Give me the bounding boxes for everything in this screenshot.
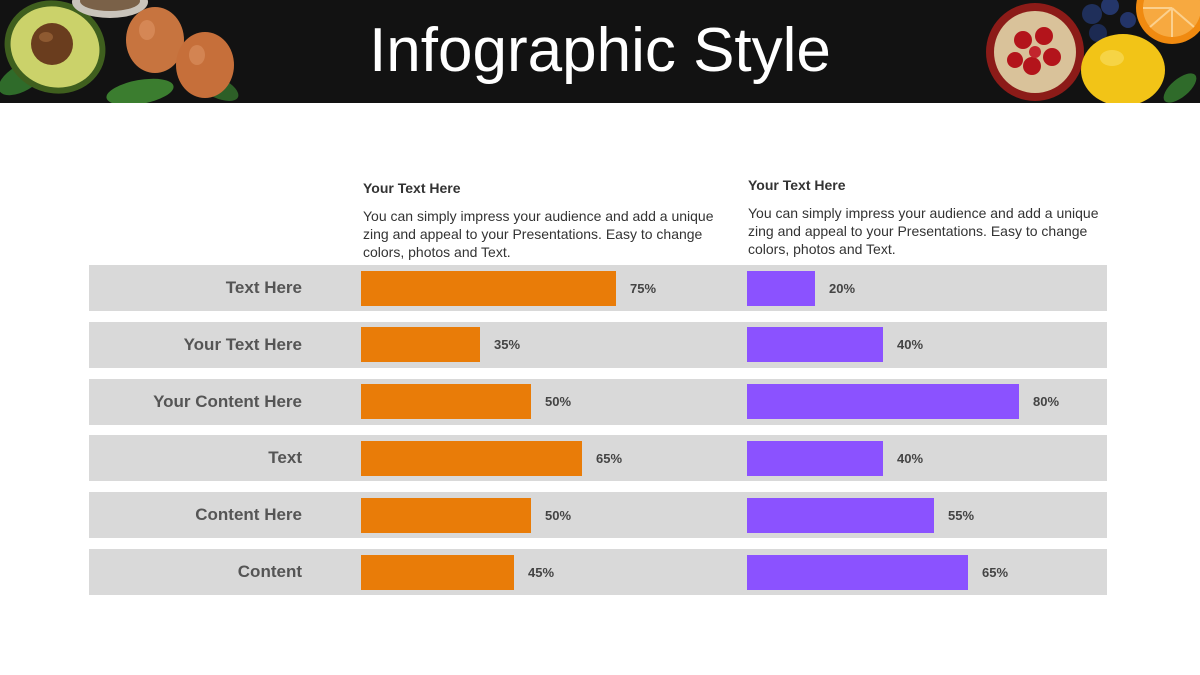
header-banner: Infographic Style bbox=[0, 0, 1200, 103]
bar-series-1 bbox=[361, 440, 582, 476]
row-label: Content bbox=[237, 562, 302, 581]
column-header-right: Your Text Here You can simply impress yo… bbox=[748, 176, 1108, 258]
food-decoration-left bbox=[0, 0, 239, 103]
lemon-icon bbox=[1081, 34, 1165, 103]
table-row bbox=[89, 435, 1107, 482]
spinach-leaf-icon bbox=[1163, 73, 1197, 103]
page-title: Infographic Style bbox=[369, 16, 831, 85]
bar-series-2 bbox=[747, 384, 1019, 420]
table-row bbox=[89, 321, 1107, 368]
row-label: Text bbox=[268, 448, 302, 468]
bar-value-label: 35% bbox=[494, 337, 521, 353]
bar-value-label: 50% bbox=[545, 507, 572, 523]
row-label: Text Here bbox=[225, 278, 302, 297]
bar-value-label: 65% bbox=[596, 450, 623, 466]
column-title: Your Text Here bbox=[748, 177, 846, 193]
bar-series-1 bbox=[361, 270, 616, 306]
column-title: Your Text Here bbox=[363, 180, 461, 196]
egg-icon bbox=[126, 7, 234, 98]
bar-value-label: 65% bbox=[982, 564, 1009, 580]
bar-series-1 bbox=[361, 554, 514, 590]
bar-series-2 bbox=[747, 327, 883, 363]
row-label: Your Content Here bbox=[153, 391, 302, 411]
avocado-icon bbox=[4, 0, 106, 94]
column-header-left: Your Text Here You can simply impress yo… bbox=[363, 179, 723, 261]
bar-value-label: 55% bbox=[948, 507, 975, 523]
nuts-bowl-icon bbox=[72, 0, 148, 18]
row-label: Your Text Here bbox=[183, 334, 302, 354]
bar-value-label: 45% bbox=[528, 564, 555, 580]
pomegranate-icon bbox=[986, 3, 1084, 101]
column-description: You can simply impress your audience and… bbox=[748, 205, 1099, 257]
bar-series-2 bbox=[747, 497, 934, 533]
bar-value-label: 40% bbox=[897, 450, 924, 466]
table-row bbox=[89, 492, 1107, 539]
column-description: You can simply impress your audience and… bbox=[363, 208, 714, 260]
orange-icon bbox=[1136, 0, 1200, 44]
food-decoration-right bbox=[986, 0, 1200, 103]
row-label: Content Here bbox=[195, 505, 302, 525]
bar-series-2 bbox=[747, 554, 968, 590]
bar-value-label: 20% bbox=[829, 280, 856, 296]
bar-series-1 bbox=[361, 384, 531, 420]
bar-series-1 bbox=[361, 497, 531, 533]
bar-series-1 bbox=[361, 327, 480, 363]
bar-series-2 bbox=[747, 440, 883, 476]
bar-value-label: 75% bbox=[630, 280, 657, 296]
bar-series-2 bbox=[747, 270, 815, 306]
bar-value-label: 80% bbox=[1033, 394, 1060, 410]
bar-value-label: 50% bbox=[545, 394, 572, 410]
blueberry-icon bbox=[1082, 0, 1136, 42]
bar-value-label: 40% bbox=[897, 337, 924, 353]
